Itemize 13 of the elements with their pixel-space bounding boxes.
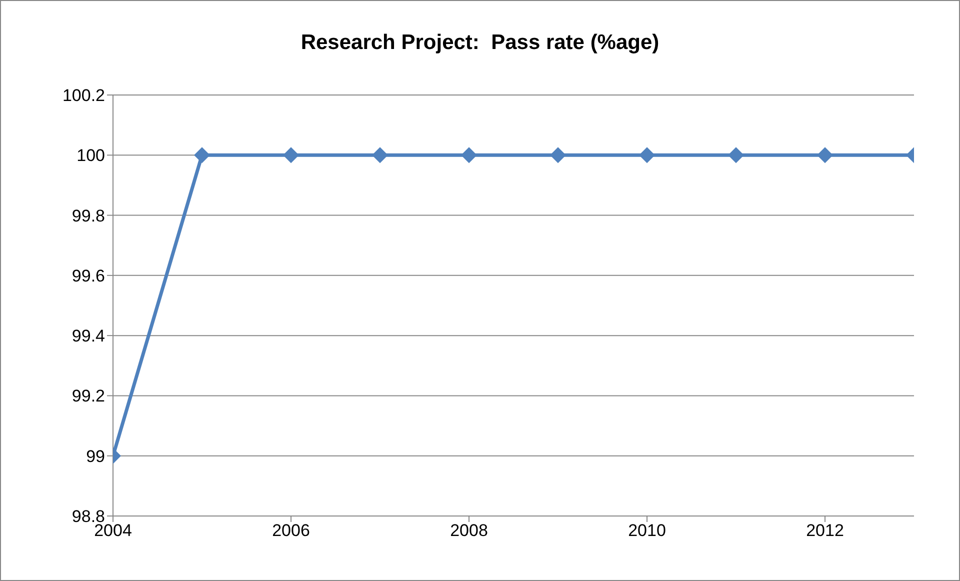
x-tick-label: 2012 xyxy=(806,521,844,540)
y-tick-label: 99.6 xyxy=(72,266,105,286)
y-tick-label: 99.8 xyxy=(72,206,105,226)
y-tick-label: 99.4 xyxy=(72,326,105,346)
chart-title: Research Project: Pass rate (%age) xyxy=(300,31,660,55)
x-tick-label: 2006 xyxy=(272,521,310,540)
y-tick-label: 99 xyxy=(86,446,105,466)
x-tick-label: 2008 xyxy=(450,521,488,540)
x-tick-label: 2004 xyxy=(94,521,132,540)
y-tick-label: 100 xyxy=(76,146,105,166)
y-tick-label: 100.2 xyxy=(62,86,105,106)
x-tick-label: 2010 xyxy=(628,521,666,540)
y-tick-label: 99.2 xyxy=(72,386,105,406)
